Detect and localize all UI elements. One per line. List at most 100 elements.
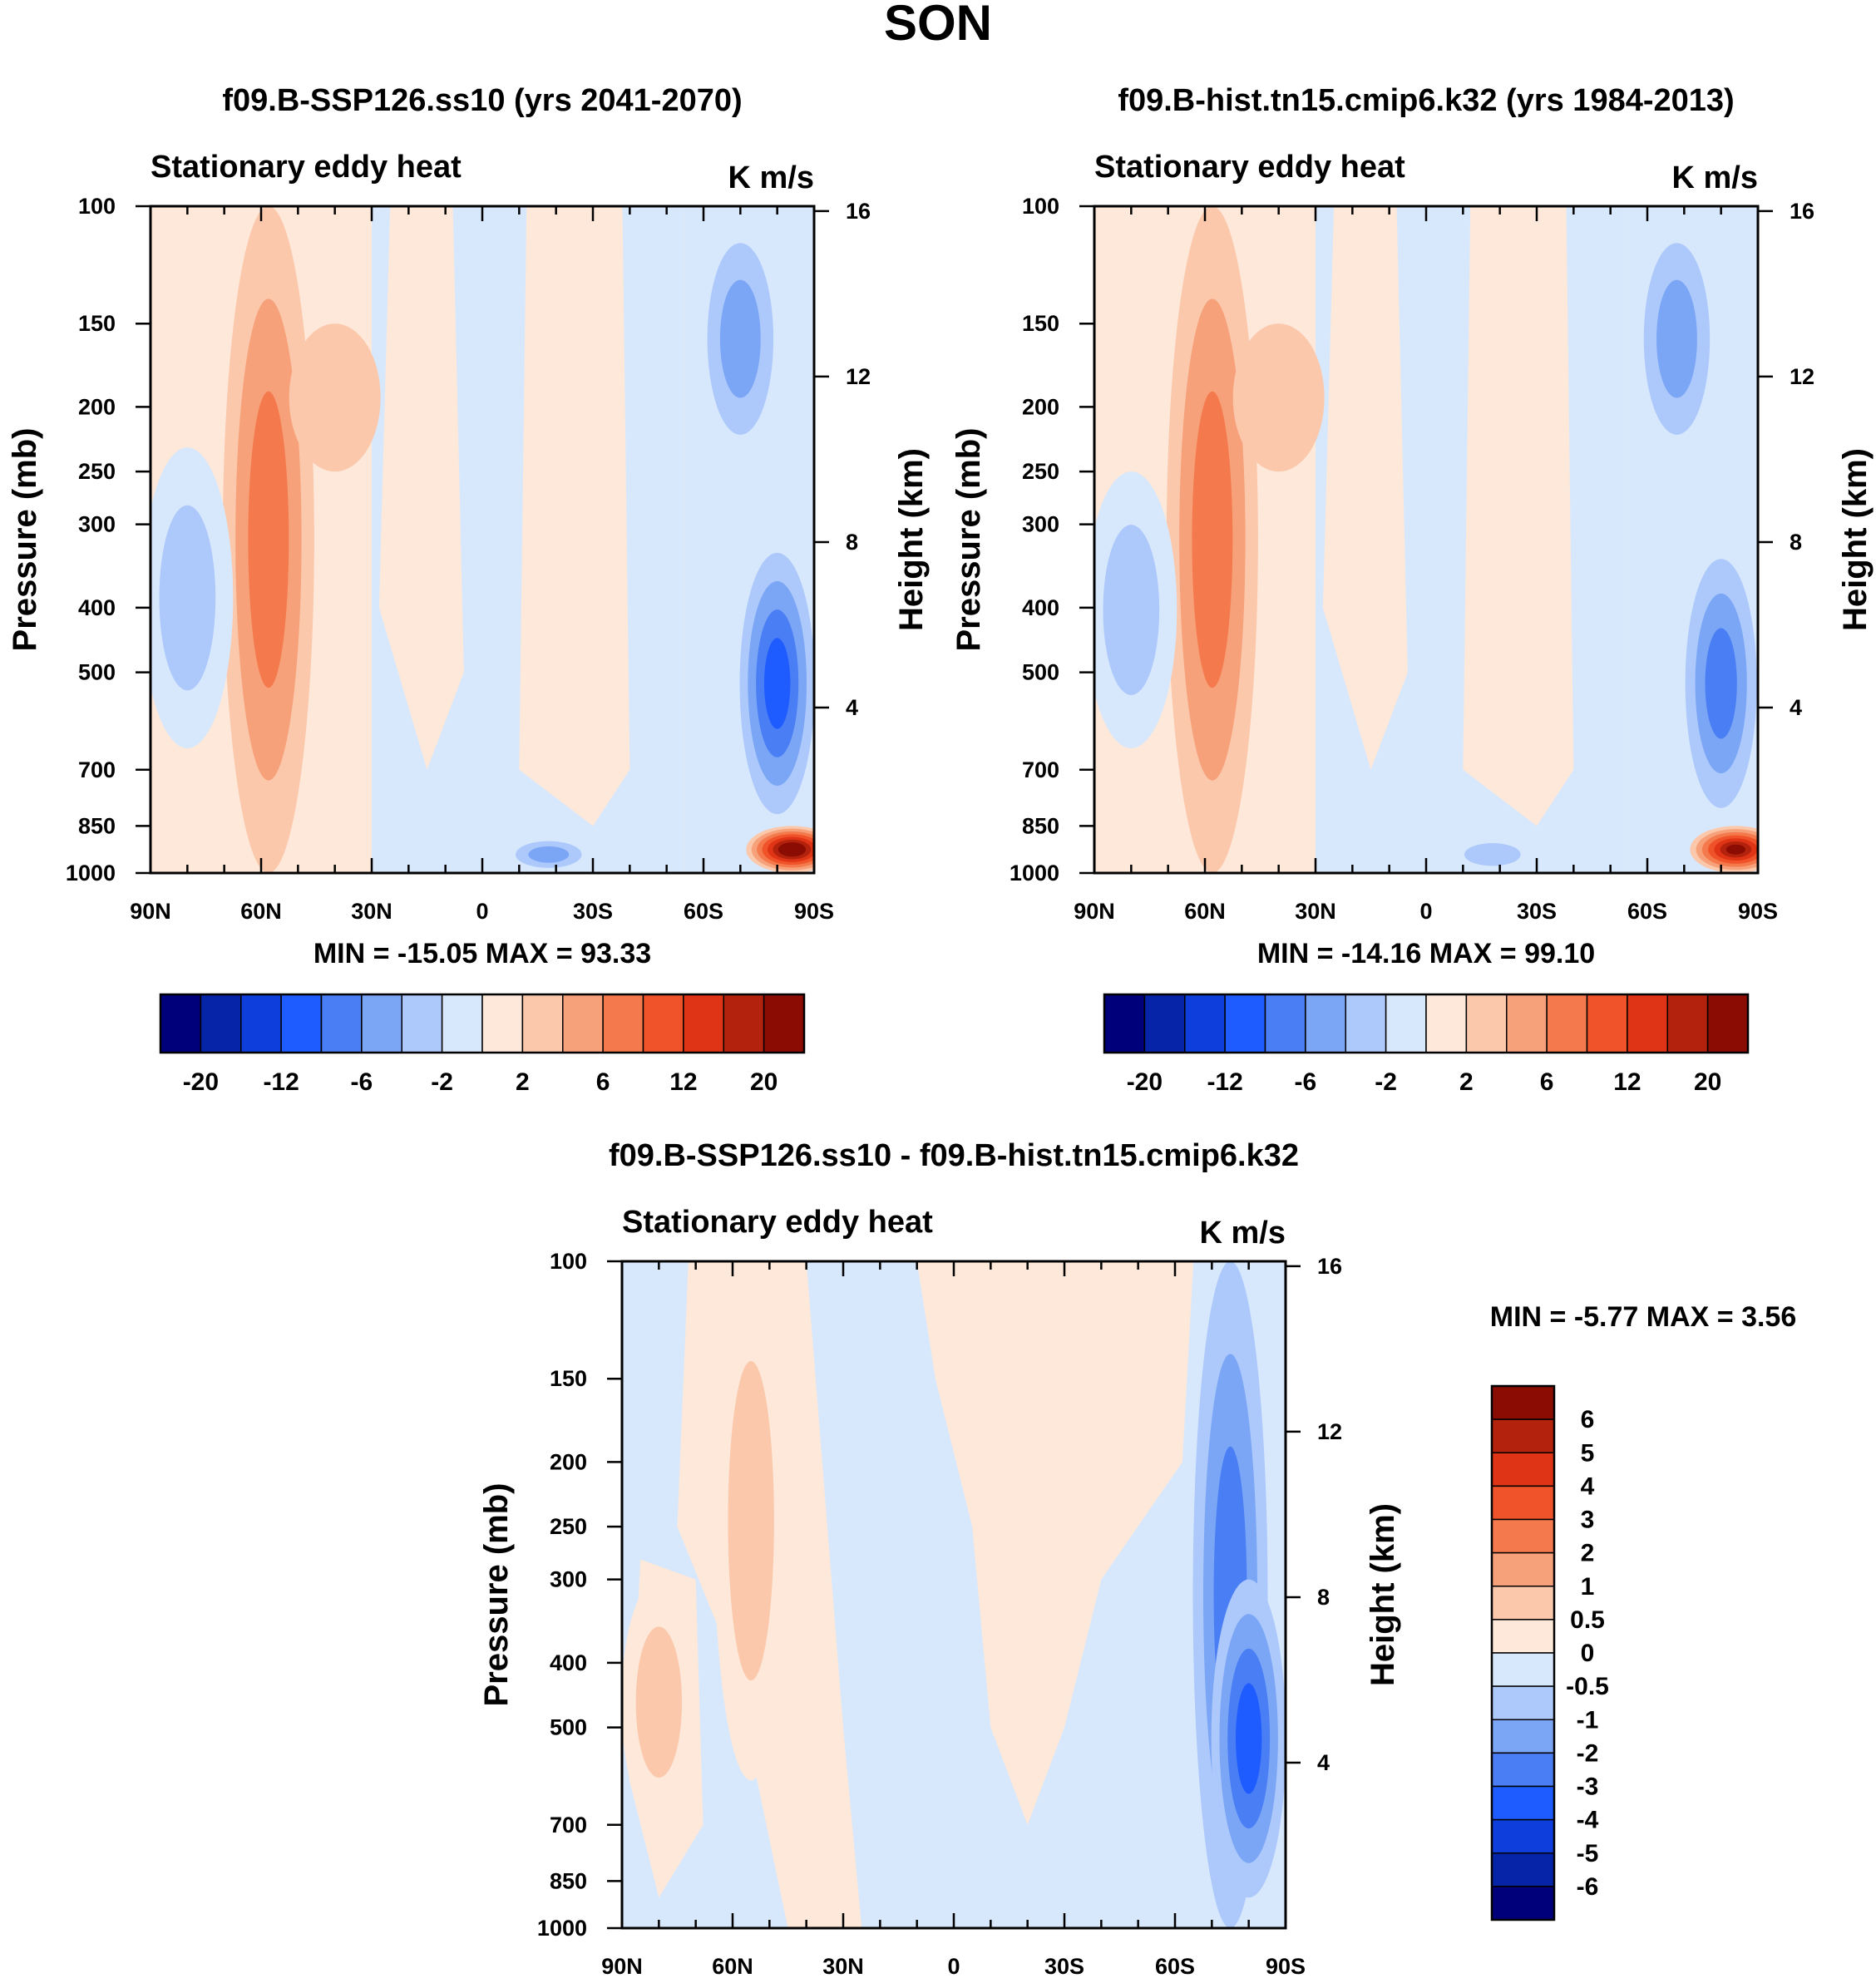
contour-field xyxy=(151,206,814,873)
y-tick-label: 700 xyxy=(550,1813,587,1837)
y-tick-label: 100 xyxy=(1022,194,1059,219)
colorbar-label: 6 xyxy=(596,1068,610,1096)
y-tick-label: 500 xyxy=(1022,660,1059,685)
colorbar-label: 6 xyxy=(1540,1068,1554,1096)
colorbar-label: -5 xyxy=(1577,1840,1599,1867)
y-tick-label: 500 xyxy=(78,660,116,685)
y-tick-label: 300 xyxy=(1022,512,1059,537)
y-tick-label: 300 xyxy=(550,1567,587,1592)
x-tick-label: 90N xyxy=(601,1954,643,1979)
colorbar-box xyxy=(1491,1518,1555,1554)
y2-tick-label: 4 xyxy=(1790,695,1802,720)
colorbar-label: 20 xyxy=(1694,1068,1721,1096)
x-tick-label: 60S xyxy=(1627,899,1667,924)
colorbar-label: -2 xyxy=(1577,1739,1599,1767)
colorbar: -20 -12 -6 -2 2 6 12 20 xyxy=(159,993,806,1096)
min-max-stats: MIN = -14.16 MAX = 99.10 xyxy=(1257,938,1595,969)
y-tick-label: 200 xyxy=(78,394,116,419)
y2-axis-label: Height (km) xyxy=(1837,448,1874,631)
y2-tick-label: 12 xyxy=(846,364,871,389)
positive-column xyxy=(1322,206,1408,770)
x-tick-label: 30N xyxy=(822,1954,864,1979)
colorbar-box xyxy=(1491,1886,1555,1921)
colorbar-box xyxy=(240,994,282,1053)
colorbar-box xyxy=(1491,1852,1555,1887)
y2-tick-label: 16 xyxy=(1317,1254,1342,1279)
colorbar-label: 2 xyxy=(516,1068,530,1096)
y-tick-label: 850 xyxy=(78,813,116,838)
x-tick-label: 30S xyxy=(1044,1954,1084,1979)
y-tick-label: 700 xyxy=(1022,757,1059,782)
y-tick-label: 100 xyxy=(550,1249,587,1274)
colorbar-box xyxy=(1224,994,1266,1053)
contour-region xyxy=(783,845,801,854)
colorbar-label: -6 xyxy=(351,1068,373,1096)
x-tick-label: 90S xyxy=(1738,899,1778,924)
colorbar-label: -0.5 xyxy=(1566,1673,1609,1700)
colorbar-box xyxy=(1491,1385,1555,1420)
colorbar-label: -6 xyxy=(1577,1873,1599,1901)
y2-tick-label: 8 xyxy=(1790,530,1802,555)
positive-column xyxy=(1463,206,1574,826)
panel-title: f09.B-SSP126.ss10 - f09.B-hist.tn15.cmip… xyxy=(609,1138,1299,1173)
contour-region xyxy=(1192,391,1233,688)
x-tick-label: 60N xyxy=(240,899,282,924)
positive-column xyxy=(378,206,464,770)
y2-tick-label: 4 xyxy=(846,695,858,720)
x-tick-label: 0 xyxy=(476,899,488,924)
colorbar-box xyxy=(723,994,765,1053)
colorbar-box xyxy=(1103,994,1146,1053)
contour-region xyxy=(1232,323,1325,472)
positive-region xyxy=(916,1261,1194,1825)
colorbar-box xyxy=(521,994,564,1053)
colorbar-box xyxy=(1345,994,1387,1053)
y-axis-label: Pressure (mb) xyxy=(7,428,43,652)
y-tick-label: 1000 xyxy=(1010,861,1059,885)
y2-tick-label: 16 xyxy=(1790,199,1814,224)
panel-title: f09.B-SSP126.ss10 (yrs 2041-2070) xyxy=(222,83,742,118)
y2-tick-label: 8 xyxy=(1317,1585,1330,1610)
contour-region xyxy=(248,391,289,688)
units-label: K m/s xyxy=(1200,1216,1286,1250)
colorbar-label: -1 xyxy=(1577,1706,1599,1734)
units-label: K m/s xyxy=(1672,160,1758,195)
left-string: Stationary eddy heat xyxy=(1094,150,1405,185)
y-tick-label: 150 xyxy=(1022,311,1059,336)
min-max-stats: MIN = -15.05 MAX = 93.33 xyxy=(313,938,651,969)
colorbar-frame xyxy=(1490,1384,1556,1921)
contour-region xyxy=(1103,525,1160,695)
colorbar-box xyxy=(320,994,363,1053)
y2-axis-label: Height (km) xyxy=(893,448,930,631)
y2-axis-label: Height (km) xyxy=(1365,1503,1401,1686)
y-tick-label: 150 xyxy=(550,1366,587,1391)
left-string: Stationary eddy heat xyxy=(622,1205,933,1240)
colorbar-label: -20 xyxy=(183,1068,219,1096)
contour-region xyxy=(528,846,570,863)
x-tick-label: 90N xyxy=(1074,899,1115,924)
contour-region xyxy=(1236,1683,1262,1794)
colorbar-box xyxy=(200,994,242,1053)
colorbar-label: -2 xyxy=(1375,1068,1397,1096)
colorbar: 6 5 4 3 2 1 0.5 0 -0.5 -1 -2 -3 -4 -5 -6 xyxy=(1490,1384,1609,1921)
colorbar-box xyxy=(1385,994,1427,1053)
colorbar-box xyxy=(401,994,443,1053)
colorbar-label: 5 xyxy=(1581,1439,1595,1467)
y-tick-label: 700 xyxy=(78,757,116,782)
colorbar-box xyxy=(1491,1452,1555,1487)
panel-title: f09.B-hist.tn15.cmip6.k32 (yrs 1984-2013… xyxy=(1118,83,1734,118)
colorbar-box xyxy=(1491,1818,1555,1854)
colorbar-box xyxy=(763,994,805,1053)
panel-top-right: f09.B-hist.tn15.cmip6.k32 (yrs 1984-2013… xyxy=(950,83,1874,1096)
colorbar: -20 -12 -6 -2 2 6 12 20 xyxy=(1103,993,1750,1096)
y2-tick-label: 4 xyxy=(1317,1750,1330,1775)
colorbar-box xyxy=(1491,1685,1555,1720)
colorbar-box xyxy=(1546,994,1588,1053)
colorbar-box xyxy=(683,994,724,1053)
y-tick-label: 200 xyxy=(550,1449,587,1474)
y-tick-label: 300 xyxy=(78,512,116,537)
left-string: Stationary eddy heat xyxy=(151,150,462,185)
colorbar-label: 2 xyxy=(1581,1540,1595,1567)
colorbar-frame xyxy=(1103,993,1750,1054)
colorbar-label: -12 xyxy=(1207,1068,1242,1096)
